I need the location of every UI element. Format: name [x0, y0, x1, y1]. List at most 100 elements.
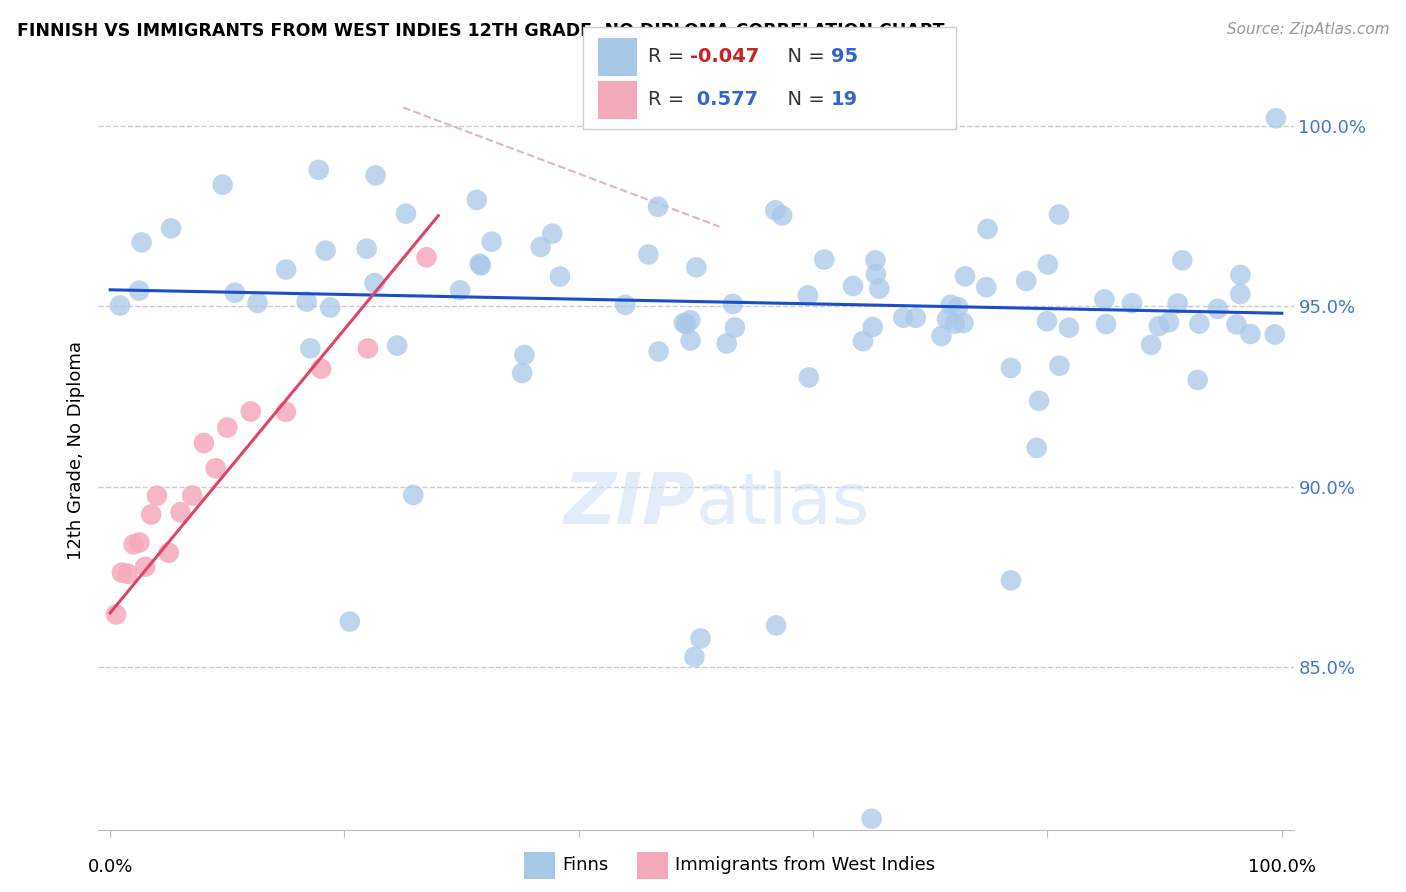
Point [315, 244, 337, 258]
Y-axis label: 12th Grade, No Diploma: 12th Grade, No Diploma [66, 341, 84, 560]
Point [976, 222, 998, 236]
Point [675, 317, 697, 331]
Point [1229, 287, 1251, 301]
Point [415, 250, 437, 264]
Point [1147, 319, 1170, 334]
Point [672, 316, 695, 330]
Point [1047, 359, 1070, 373]
Point [1140, 338, 1163, 352]
Point [1000, 574, 1022, 588]
Point [765, 618, 787, 632]
Point [716, 336, 738, 351]
Text: 95: 95 [831, 46, 858, 66]
Point [364, 169, 387, 183]
Point [204, 461, 226, 475]
Point [128, 535, 150, 549]
Point [299, 342, 322, 356]
Point [1171, 253, 1194, 268]
Point [169, 505, 191, 519]
Point [319, 301, 342, 315]
Point [1157, 315, 1180, 329]
Point [131, 235, 153, 250]
Text: Finns: Finns [562, 856, 609, 874]
Point [395, 207, 418, 221]
Text: 19: 19 [831, 89, 858, 109]
Point [614, 298, 637, 312]
Point [339, 615, 361, 629]
Text: 100.0%: 100.0% [1247, 858, 1316, 877]
Text: R =: R = [648, 46, 690, 66]
Point [1229, 268, 1251, 282]
Point [860, 812, 883, 826]
Point [813, 252, 835, 267]
Point [1188, 317, 1211, 331]
Point [385, 338, 408, 352]
Point [946, 300, 969, 314]
Point [943, 317, 966, 331]
Point [647, 344, 669, 359]
Text: 0.0%: 0.0% [87, 858, 132, 877]
Point [842, 279, 865, 293]
Point [685, 260, 707, 275]
Point [128, 284, 150, 298]
Point [356, 242, 378, 256]
Point [470, 259, 492, 273]
Point [770, 209, 793, 223]
Point [193, 436, 215, 450]
Point [308, 162, 330, 177]
Point [160, 221, 183, 235]
Point [1036, 258, 1059, 272]
Point [953, 269, 976, 284]
Point [157, 546, 180, 560]
Point [974, 280, 997, 294]
Point [683, 649, 706, 664]
Point [513, 348, 536, 362]
Point [111, 566, 134, 580]
Point [865, 268, 887, 282]
Point [465, 193, 488, 207]
Point [548, 269, 571, 284]
Point [637, 247, 659, 261]
Text: Source: ZipAtlas.com: Source: ZipAtlas.com [1226, 22, 1389, 37]
Point [862, 320, 884, 334]
Point [1036, 314, 1059, 328]
Point [468, 257, 491, 271]
Point [510, 366, 533, 380]
Text: 0.577: 0.577 [690, 89, 758, 109]
Point [1206, 301, 1229, 316]
Point [105, 607, 128, 622]
Point [295, 294, 318, 309]
Text: FINNISH VS IMMIGRANTS FROM WEST INDIES 12TH GRADE, NO DIPLOMA CORRELATION CHART: FINNISH VS IMMIGRANTS FROM WEST INDIES 1… [17, 22, 945, 40]
Point [852, 334, 875, 348]
Point [1264, 327, 1286, 342]
Point [679, 334, 702, 348]
Text: N =: N = [775, 89, 831, 109]
Point [481, 235, 503, 249]
Point [904, 310, 927, 325]
Point [541, 227, 564, 241]
Point [274, 405, 297, 419]
Point [936, 312, 959, 326]
Point [689, 632, 711, 646]
Point [865, 253, 887, 268]
Point [679, 313, 702, 327]
Point [357, 342, 380, 356]
Point [1094, 293, 1116, 307]
Point [952, 316, 974, 330]
Point [1095, 317, 1118, 331]
Point [122, 537, 145, 551]
Text: atlas: atlas [696, 470, 870, 539]
Point [309, 361, 332, 376]
Point [1025, 441, 1047, 455]
Point [117, 566, 139, 581]
Point [224, 285, 246, 300]
Point [868, 282, 890, 296]
Text: Immigrants from West Indies: Immigrants from West Indies [675, 856, 935, 874]
Point [1167, 296, 1189, 310]
Point [647, 200, 669, 214]
Point [797, 288, 820, 302]
Point [274, 262, 297, 277]
Point [797, 370, 820, 384]
Point [211, 178, 233, 192]
Point [246, 296, 269, 310]
